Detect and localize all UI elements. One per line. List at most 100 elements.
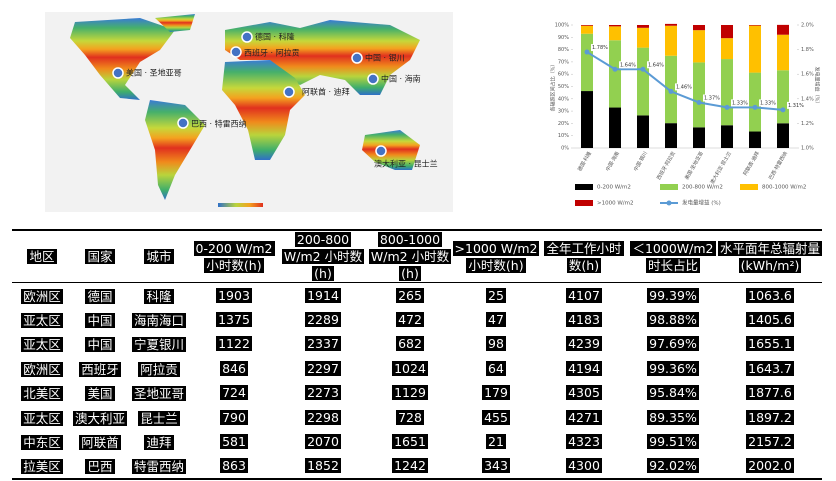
table-cell: 98.88% (628, 307, 718, 331)
cell-text: 海南海口 (131, 313, 186, 329)
table-cell: 1405.6 (718, 307, 822, 331)
bar-segment (777, 24, 789, 35)
table-cell: 亚太区 (12, 405, 72, 429)
cell-text: 1242 (392, 458, 428, 474)
table-cell: 1655.1 (718, 332, 822, 356)
cell-text: 1122 (216, 336, 252, 352)
table-row: 中东区 阿联酋 迪拜 581 2070 1651 21 4323 99.51% 2157.2 (12, 429, 822, 453)
table-cell: 98 (452, 332, 540, 356)
cell-text: 99.36% (647, 360, 699, 376)
table-cell: 4194 (540, 356, 628, 380)
table-cell: 1122 (190, 332, 278, 356)
value-label: 1.33% (760, 100, 776, 106)
value-label: 1.64% (648, 62, 664, 68)
y-tick-label: 60% (558, 72, 569, 78)
cell-text: 1914 (305, 287, 341, 303)
line (586, 51, 784, 111)
cell-text: 1643.7 (746, 360, 794, 376)
bar-segment (777, 70, 789, 124)
bar-segment (581, 33, 593, 92)
table-cell: 4323 (540, 429, 628, 453)
label-bg (703, 94, 721, 102)
cell-text: 巴西 (85, 459, 115, 475)
header-text: 200-800 W/m2 小时数(h) (281, 232, 365, 281)
value-label: 1.37% (704, 95, 720, 101)
cell-text: 1063.6 (746, 287, 794, 303)
table-cell: 97.69% (628, 332, 718, 356)
table-cell: 西班牙 (72, 356, 128, 380)
legend-swatch (666, 200, 672, 206)
bar-segment (777, 123, 789, 148)
table-cell: 美国 (72, 381, 128, 405)
label-bg (759, 99, 777, 107)
world-map: 德国 · 科隆 西班牙 · 阿拉贡 美国 · 圣地亚哥 中国 · 银川 中国 ·… (45, 12, 453, 212)
cell-text: 1651 (392, 434, 428, 450)
marker (351, 52, 363, 64)
cell-text: 西班牙 (79, 361, 121, 377)
header-cell: 水平面年总辐射量 (kWh/m²) (718, 230, 823, 283)
cell-text: 德国 (85, 288, 115, 304)
label-bg (787, 101, 805, 109)
table-cell: 99.51% (628, 429, 718, 453)
value-label: 1.33% (732, 100, 748, 106)
marker (367, 73, 379, 85)
cell-text: 4305 (566, 385, 602, 401)
cell-text: 790 (220, 409, 248, 425)
table-cell: 1903 (190, 283, 278, 308)
line-point (696, 99, 702, 105)
table-cell: 179 (452, 381, 540, 405)
marker (112, 67, 124, 79)
cell-text: 2297 (305, 360, 341, 376)
cell-text: 846 (220, 360, 248, 376)
table-row: 亚太区 澳大利亚 昆士兰 790 2298 728 455 4271 89.35% 1897.2 (12, 405, 822, 429)
table-cell: 47 (452, 307, 540, 331)
cell-text: 343 (482, 458, 510, 474)
table-cell: 1063.6 (718, 283, 822, 308)
marker-label: 澳大利亚 · 昆士兰 (374, 159, 438, 169)
table-cell: 2002.0 (718, 454, 822, 479)
table-cell: 1651 (368, 429, 452, 453)
table-cell: 4300 (540, 454, 628, 479)
cell-text: 179 (482, 385, 510, 401)
table-cell: 亚太区 (12, 307, 72, 331)
y2-tick-label: 1.0% (801, 146, 814, 152)
x-tick-label: 中国·海南 (604, 150, 621, 172)
cell-text: 1852 (305, 458, 341, 474)
table-cell: 846 (190, 356, 278, 380)
cell-text: 1024 (392, 360, 428, 376)
bar-segment (693, 30, 705, 63)
table-cell: 1897.2 (718, 405, 822, 429)
cell-text: 科隆 (144, 288, 174, 304)
cell-text: 4194 (566, 360, 602, 376)
bar-segment (609, 25, 621, 27)
cell-text: 99.39% (647, 287, 699, 303)
table-cell: 拉美区 (12, 454, 72, 479)
legend-label: 800-1000 W/m2 (762, 185, 806, 191)
y-tick-label: 50% (558, 84, 569, 90)
table-cell: 724 (190, 381, 278, 405)
bar-segment (637, 25, 649, 28)
cell-text: 亚太区 (21, 337, 63, 353)
line-point (780, 107, 786, 113)
table-cell: 21 (452, 429, 540, 453)
data-table: 地区 国家 城市 0-200 W/m2 小时数(h) 200-800 W/m2 小时数(… (12, 229, 823, 481)
cell-text: 4107 (566, 287, 602, 303)
label-bg (647, 61, 665, 69)
label-bg (591, 44, 609, 52)
bar-segment (665, 25, 677, 56)
cell-text: 2289 (305, 312, 341, 328)
bar-segment (693, 62, 705, 128)
table-cell: 95.84% (628, 381, 718, 405)
table-cell: 1242 (368, 454, 452, 479)
cell-text: 863 (220, 458, 248, 474)
table-cell: 2070 (278, 429, 368, 453)
table-cell: 265 (368, 283, 452, 308)
legend-label: 0-200 W/m2 (597, 185, 631, 191)
table-cell: 4305 (540, 381, 628, 405)
header-text: 国家 (85, 249, 115, 264)
map-legend (218, 203, 263, 207)
header-text: 全年工作小时数(h) (544, 240, 624, 273)
header-cell: ＜1000W/m2 时长占比 (628, 230, 718, 283)
cell-text: 欧洲区 (21, 361, 63, 377)
table-cell: 特雷西纳 (128, 454, 190, 479)
